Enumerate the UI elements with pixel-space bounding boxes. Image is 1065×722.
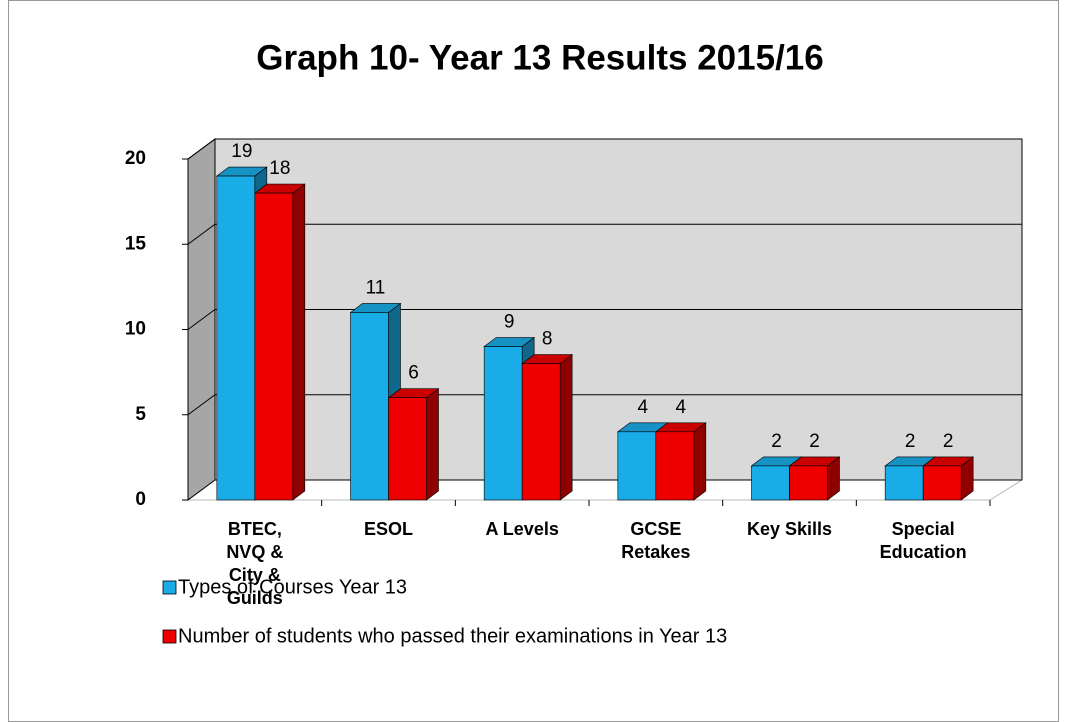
- data-label: 9: [504, 312, 515, 333]
- bar: [350, 312, 389, 501]
- y-tick-label: 20: [125, 148, 146, 169]
- bar: [655, 431, 695, 501]
- data-label: 4: [638, 397, 649, 418]
- grid-line: [187, 309, 216, 330]
- bar-side: [426, 388, 439, 501]
- data-label: 4: [676, 397, 687, 418]
- data-label: 2: [905, 431, 916, 452]
- data-label: 11: [366, 277, 386, 298]
- y-tick-label: 5: [135, 404, 146, 425]
- bar-side: [559, 354, 573, 501]
- y-tick-label: 15: [125, 233, 147, 254]
- bar-side: [693, 422, 707, 501]
- bar: [521, 363, 561, 501]
- bar: [617, 431, 657, 501]
- chart-title: Graph 10- Year 13 Results 2015/16: [256, 38, 824, 77]
- bar: [751, 465, 790, 501]
- y-tick-label: 0: [135, 489, 146, 510]
- data-label: 18: [269, 158, 290, 179]
- x-tick-label: A Levels: [485, 519, 559, 539]
- bar: [216, 175, 256, 501]
- grid-line: [187, 223, 216, 245]
- bar: [884, 465, 924, 501]
- data-label: 19: [231, 141, 252, 162]
- bar: [922, 465, 962, 501]
- x-tick-label: Key Skills: [746, 519, 833, 539]
- bar: [254, 192, 294, 501]
- legend-label: Number of students who passed their exam…: [178, 625, 727, 647]
- legend-label: Types of Courses Year 13: [178, 576, 407, 598]
- data-label: 2: [771, 431, 782, 452]
- y-tick-label: 10: [125, 319, 146, 340]
- data-label: 2: [809, 431, 820, 452]
- legend-swatch: [162, 629, 177, 644]
- bar: [388, 397, 427, 501]
- data-label: 8: [542, 329, 553, 350]
- bar: [483, 346, 523, 501]
- x-tick-label: BTEC, NVQ & City & Guilds: [226, 519, 284, 608]
- legend-swatch: [162, 580, 177, 595]
- x-tick-label: ESOL: [363, 519, 413, 539]
- bar-side: [292, 183, 306, 501]
- x-tick-label: Special Education: [879, 519, 967, 562]
- grid-line: [187, 394, 216, 416]
- data-label: 6: [408, 363, 419, 384]
- bar: [789, 465, 828, 501]
- data-label: 2: [943, 431, 954, 452]
- grid-line: [187, 479, 216, 501]
- grid-line: [187, 138, 216, 160]
- x-tick-label: GCSE Retakes: [621, 519, 691, 562]
